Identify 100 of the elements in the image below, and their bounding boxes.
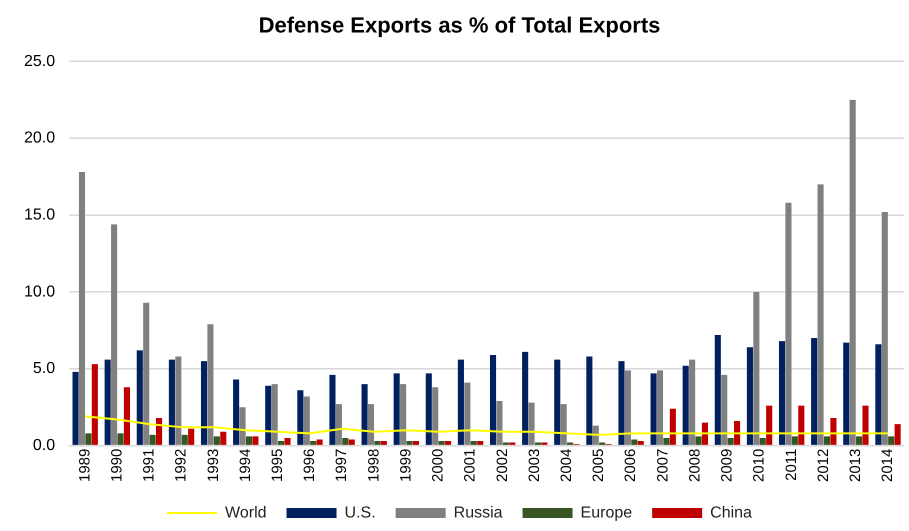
- x-tick-label: 1995: [269, 448, 286, 482]
- bar: [265, 386, 272, 445]
- bar: [297, 390, 304, 445]
- x-tick-label: 2014: [879, 448, 896, 482]
- bar: [843, 342, 850, 445]
- bar: [445, 441, 452, 445]
- bar: [336, 404, 342, 445]
- bar: [496, 401, 502, 445]
- bar: [875, 344, 882, 445]
- x-tick-label: 2012: [814, 448, 832, 482]
- bar: [528, 402, 535, 445]
- bar: [792, 436, 798, 445]
- bar: [458, 360, 464, 445]
- x-tick-label: 1994: [236, 448, 254, 482]
- x-tick-label: 1989: [76, 448, 94, 482]
- bar: [117, 433, 124, 445]
- bar: [554, 360, 560, 445]
- bar: [798, 406, 804, 445]
- bar: [850, 100, 856, 445]
- x-tick-label: 2005: [590, 448, 608, 482]
- bar: [316, 439, 323, 445]
- bar: [631, 439, 638, 445]
- bar: [220, 432, 226, 445]
- bar: [728, 438, 734, 445]
- bar: [111, 224, 118, 445]
- bar: [412, 441, 420, 445]
- x-tick-label: 2004: [558, 448, 576, 482]
- chart-title: Defense Exports as % of Total Exports: [258, 12, 660, 38]
- bar: [182, 434, 188, 445]
- bar: [682, 366, 689, 445]
- bar: [656, 370, 664, 445]
- bar: [233, 380, 240, 445]
- bar: [374, 441, 380, 445]
- legend-label: U.S.: [344, 504, 376, 522]
- bar: [760, 438, 766, 445]
- legend-label: Russia: [454, 504, 503, 522]
- bar: [714, 334, 721, 445]
- bar: [278, 441, 284, 445]
- x-tick-label: 1992: [172, 448, 190, 482]
- y-tick-label: 15.0: [24, 206, 56, 224]
- bar: [818, 184, 824, 445]
- x-tick-label: 2003: [526, 448, 543, 482]
- bar: [272, 384, 278, 445]
- bar: [689, 360, 696, 445]
- bar: [329, 374, 336, 445]
- bar: [894, 424, 901, 445]
- bar: [124, 387, 130, 445]
- bar: [464, 382, 470, 445]
- bar: [304, 396, 310, 445]
- bar: [380, 441, 387, 445]
- x-tick-label: 1998: [365, 448, 382, 482]
- bar: [252, 436, 258, 445]
- bar: [200, 361, 208, 445]
- bar: [348, 439, 355, 445]
- bar: [811, 338, 818, 445]
- bar: [862, 406, 869, 445]
- bar: [785, 202, 792, 445]
- bar: [136, 350, 143, 445]
- bar: [284, 438, 291, 445]
- x-tick-label: 1997: [333, 448, 350, 482]
- bar: [490, 354, 496, 445]
- bar: [766, 406, 772, 445]
- x-tick-label: 1993: [204, 448, 222, 482]
- x-tick-label: 1991: [140, 448, 158, 482]
- y-tick-label: 20.0: [24, 130, 56, 147]
- bar: [702, 422, 708, 445]
- bar: [638, 441, 644, 445]
- x-tick-label: 2007: [654, 448, 672, 482]
- bar: [78, 172, 86, 445]
- bar: [663, 438, 670, 445]
- x-tick-label: 2008: [686, 448, 704, 482]
- bar: [778, 341, 786, 445]
- x-tick-label: 2010: [750, 448, 768, 482]
- bar: [824, 436, 830, 445]
- bar: [753, 292, 760, 445]
- bar: [426, 373, 432, 445]
- bar: [746, 347, 753, 445]
- x-tick-label: 2000: [430, 448, 447, 482]
- bar: [400, 384, 406, 445]
- legend-label: World: [225, 504, 267, 522]
- y-tick-label: 5.0: [32, 360, 56, 378]
- bar: [856, 436, 862, 445]
- bar: [432, 387, 438, 445]
- bar: [207, 324, 214, 445]
- bar: [85, 433, 92, 445]
- bar: [104, 360, 111, 445]
- y-tick-label: 10.0: [24, 283, 56, 300]
- bar: [830, 418, 836, 445]
- bar: [342, 438, 348, 445]
- bar: [586, 356, 592, 445]
- bar: [560, 404, 567, 445]
- bar: [188, 428, 194, 445]
- y-tick-label: 25.0: [24, 52, 56, 70]
- x-tick-label: 2013: [847, 448, 864, 482]
- bar: [470, 441, 477, 445]
- bar: [477, 441, 484, 445]
- bar: [888, 436, 894, 445]
- bar: [394, 373, 400, 445]
- bar: [362, 384, 368, 445]
- bar: [214, 436, 220, 445]
